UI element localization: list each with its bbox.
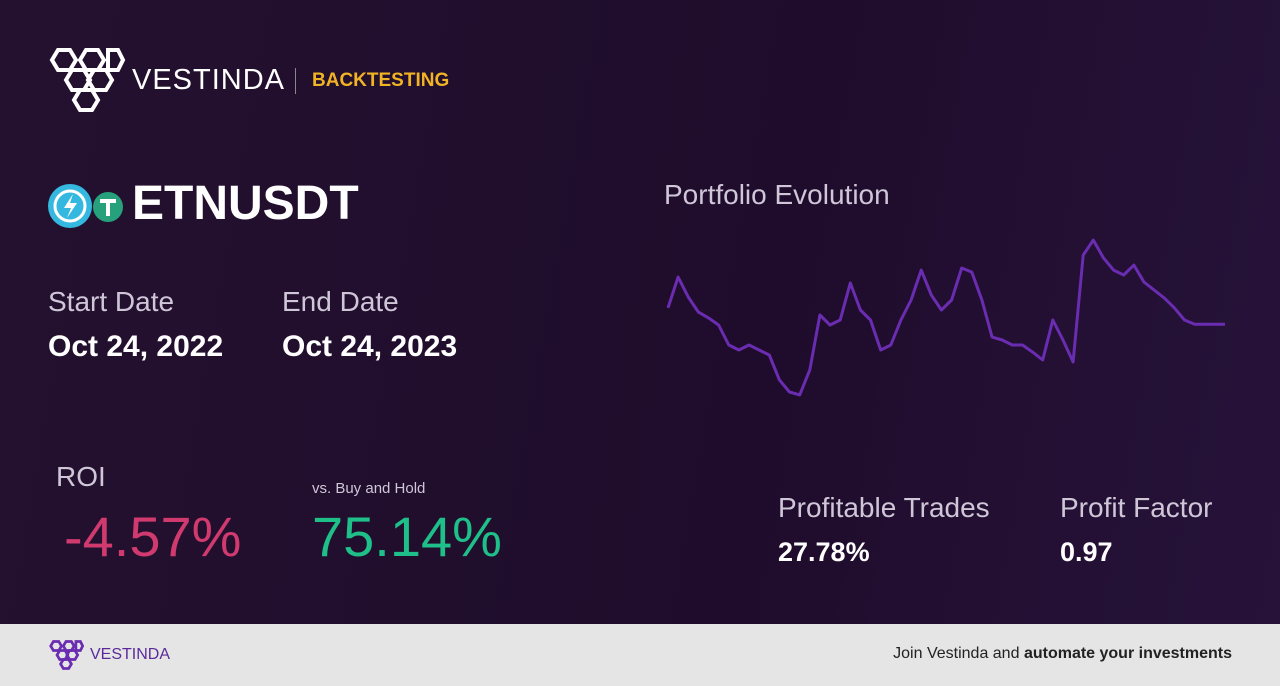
footer-brand: VESTINDA xyxy=(90,646,171,663)
factor-value: 0.97 xyxy=(1060,537,1113,567)
footer-logo xyxy=(49,640,84,670)
footer-text: Join Vestinda and automate your investme… xyxy=(893,645,1232,663)
brand: VESTINDA xyxy=(132,64,286,96)
pair-symbol: ETNUSDT xyxy=(132,177,359,230)
footer-plain: Join Vestinda and xyxy=(893,645,1020,662)
roi-label: ROI xyxy=(56,461,106,492)
profitable-label: Profitable Trades xyxy=(778,492,990,523)
portfolio-line xyxy=(666,238,1225,397)
compare-label: vs. Buy and Hold xyxy=(312,480,426,497)
coin-icons xyxy=(48,184,123,228)
start-date: Oct 24, 2022 xyxy=(48,330,224,363)
roi-value: -4.57% xyxy=(64,505,242,568)
footer: VESTINDA Join Vestinda and automate your… xyxy=(0,624,1280,686)
divider xyxy=(295,68,296,94)
factor-label: Profit Factor xyxy=(1060,492,1213,523)
section: BACKTESTING xyxy=(312,70,450,91)
profitable-value: 27.78% xyxy=(778,537,870,567)
end-date: Oct 24, 2023 xyxy=(282,330,458,363)
logo xyxy=(49,48,126,112)
end-label: End Date xyxy=(282,286,399,317)
footer-bold: automate your investments xyxy=(1023,645,1232,662)
chart xyxy=(666,238,1225,397)
compare-value: 75.14% xyxy=(312,505,502,568)
chart-title: Portfolio Evolution xyxy=(664,179,890,210)
start-label: Start Date xyxy=(48,286,175,317)
